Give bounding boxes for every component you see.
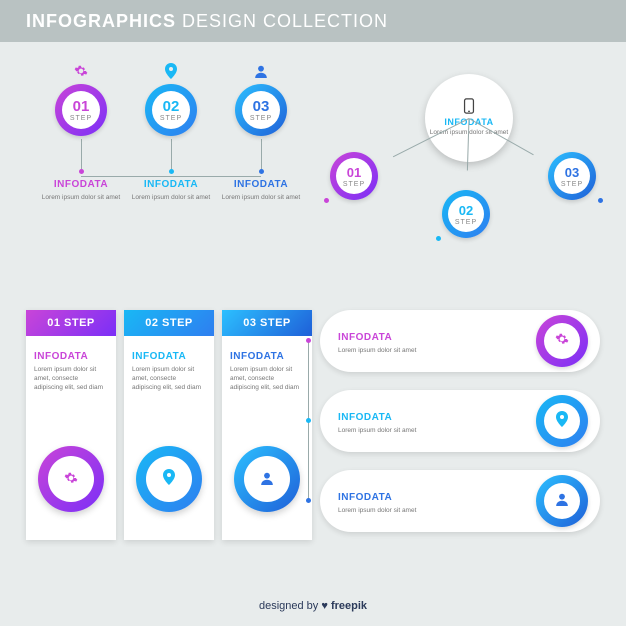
column-header: 02 STEP (124, 310, 214, 336)
pill-dot (306, 498, 311, 503)
sat-step: STEP (455, 219, 477, 226)
user-icon (260, 469, 274, 490)
step-item-1: 01STEP (41, 64, 121, 136)
heart-icon: ♥ (321, 600, 331, 612)
column-ring (136, 446, 202, 512)
column-header: 01 STEP (26, 310, 116, 336)
footer-brand: freepik (331, 600, 367, 612)
step-ring: 03STEP (235, 84, 287, 136)
footer-credit: designed by ♥ freepik (0, 600, 626, 612)
infodata-label: INFODATA (234, 179, 288, 190)
info-block: INFODATA Lorem ipsum dolor sit amet (221, 174, 301, 203)
step-label: STEP (70, 115, 92, 122)
user-icon (254, 64, 268, 78)
gear-icon (555, 332, 569, 350)
pin-icon (164, 64, 178, 78)
page-header: INFOGRAPHICS DESIGN COLLECTION (0, 0, 626, 42)
group-b: INFODATA Lorem ipsum dolor sit amet 01ST… (330, 64, 600, 244)
sat-ring: 02STEP (442, 190, 490, 238)
satellite-3: 03STEP (548, 152, 596, 200)
step-item-2: 02STEP (131, 64, 211, 136)
infodata-label: INFODATA (132, 351, 186, 362)
step-number: 02 (163, 98, 180, 115)
sat-number: 03 (565, 165, 579, 180)
lorem-text: Lorem ipsum dolor sit amet, consecte adi… (132, 366, 206, 392)
pill-2: INFODATA Lorem ipsum dolor sit amet (320, 390, 600, 452)
satellite-2: 02STEP (442, 190, 490, 238)
step-number: 03 (253, 98, 270, 115)
lorem-text: Lorem ipsum dolor sit amet (338, 507, 536, 516)
infodata-label: INFODATA (338, 332, 392, 343)
infodata-label: INFODATA (54, 179, 108, 190)
column-3: 03 STEP INFODATA Lorem ipsum dolor sit a… (222, 310, 312, 540)
satellite-1: 01STEP (330, 152, 378, 200)
lorem-text: Lorem ipsum dolor sit amet (338, 347, 536, 356)
connector-line (81, 139, 82, 169)
info-block: INFODATA Lorem ipsum dolor sit amet (41, 174, 121, 203)
lorem-text: Lorem ipsum dolor sit amet, consecte adi… (230, 366, 304, 392)
infodata-label: INFODATA (338, 412, 392, 423)
pill-3: INFODATA Lorem ipsum dolor sit amet (320, 470, 600, 532)
group-d: INFODATA Lorem ipsum dolor sit amet INFO… (320, 310, 600, 550)
column-2: 02 STEP INFODATA Lorem ipsum dolor sit a… (124, 310, 214, 540)
connector-dot (598, 198, 603, 203)
lorem-text: Lorem ipsum dolor sit amet, consecte adi… (34, 366, 108, 392)
column-ring (38, 446, 104, 512)
gear-icon (64, 469, 78, 490)
gear-icon (74, 64, 88, 78)
step-number: 01 (73, 98, 90, 115)
user-icon (555, 492, 569, 510)
pill-dot (306, 418, 311, 423)
pin-icon (163, 469, 175, 490)
pill-dot (306, 338, 311, 343)
sat-step: STEP (561, 181, 583, 188)
pill-1: INFODATA Lorem ipsum dolor sit amet (320, 310, 600, 372)
step-label: STEP (160, 115, 182, 122)
header-light: DESIGN COLLECTION (182, 11, 388, 32)
infodata-label: INFODATA (338, 492, 392, 503)
column-ring (234, 446, 300, 512)
lorem-text: Lorem ipsum dolor sit amet (41, 194, 121, 203)
connector-dot (324, 198, 329, 203)
pin-icon (556, 411, 568, 431)
infodata-label: INFODATA (144, 179, 198, 190)
pill-ring (536, 475, 588, 527)
column-header: 03 STEP (222, 310, 312, 336)
column-1: 01 STEP INFODATA Lorem ipsum dolor sit a… (26, 310, 116, 540)
pill-ring (536, 395, 588, 447)
pill-ring (536, 315, 588, 367)
info-block: INFODATA Lorem ipsum dolor sit amet (131, 174, 211, 203)
sat-number: 02 (459, 203, 473, 218)
connector-line (171, 139, 172, 169)
step-ring: 01STEP (55, 84, 107, 136)
lorem-text: Lorem ipsum dolor sit amet (221, 194, 301, 203)
lorem-text: Lorem ipsum dolor sit amet (131, 194, 211, 203)
connector-dot (436, 236, 441, 241)
header-bold: INFOGRAPHICS (26, 11, 176, 32)
lorem-text: Lorem ipsum dolor sit amet (338, 427, 536, 436)
phone-icon (463, 98, 475, 114)
group-a: 01STEP 02STEP 03STEP INFODATA Lorem ipsu… (26, 64, 316, 203)
step-label: STEP (250, 115, 272, 122)
infodata-label: INFODATA (230, 351, 284, 362)
infodata-label: INFODATA (34, 351, 88, 362)
group-c: 01 STEP INFODATA Lorem ipsum dolor sit a… (26, 310, 316, 540)
sat-step: STEP (343, 181, 365, 188)
sat-number: 01 (347, 165, 361, 180)
step-item-3: 03STEP (221, 64, 301, 136)
connector-line (261, 139, 262, 169)
step-ring: 02STEP (145, 84, 197, 136)
sat-ring: 01STEP (330, 152, 378, 200)
footer-pre: designed by (259, 600, 321, 612)
sat-ring: 03STEP (548, 152, 596, 200)
